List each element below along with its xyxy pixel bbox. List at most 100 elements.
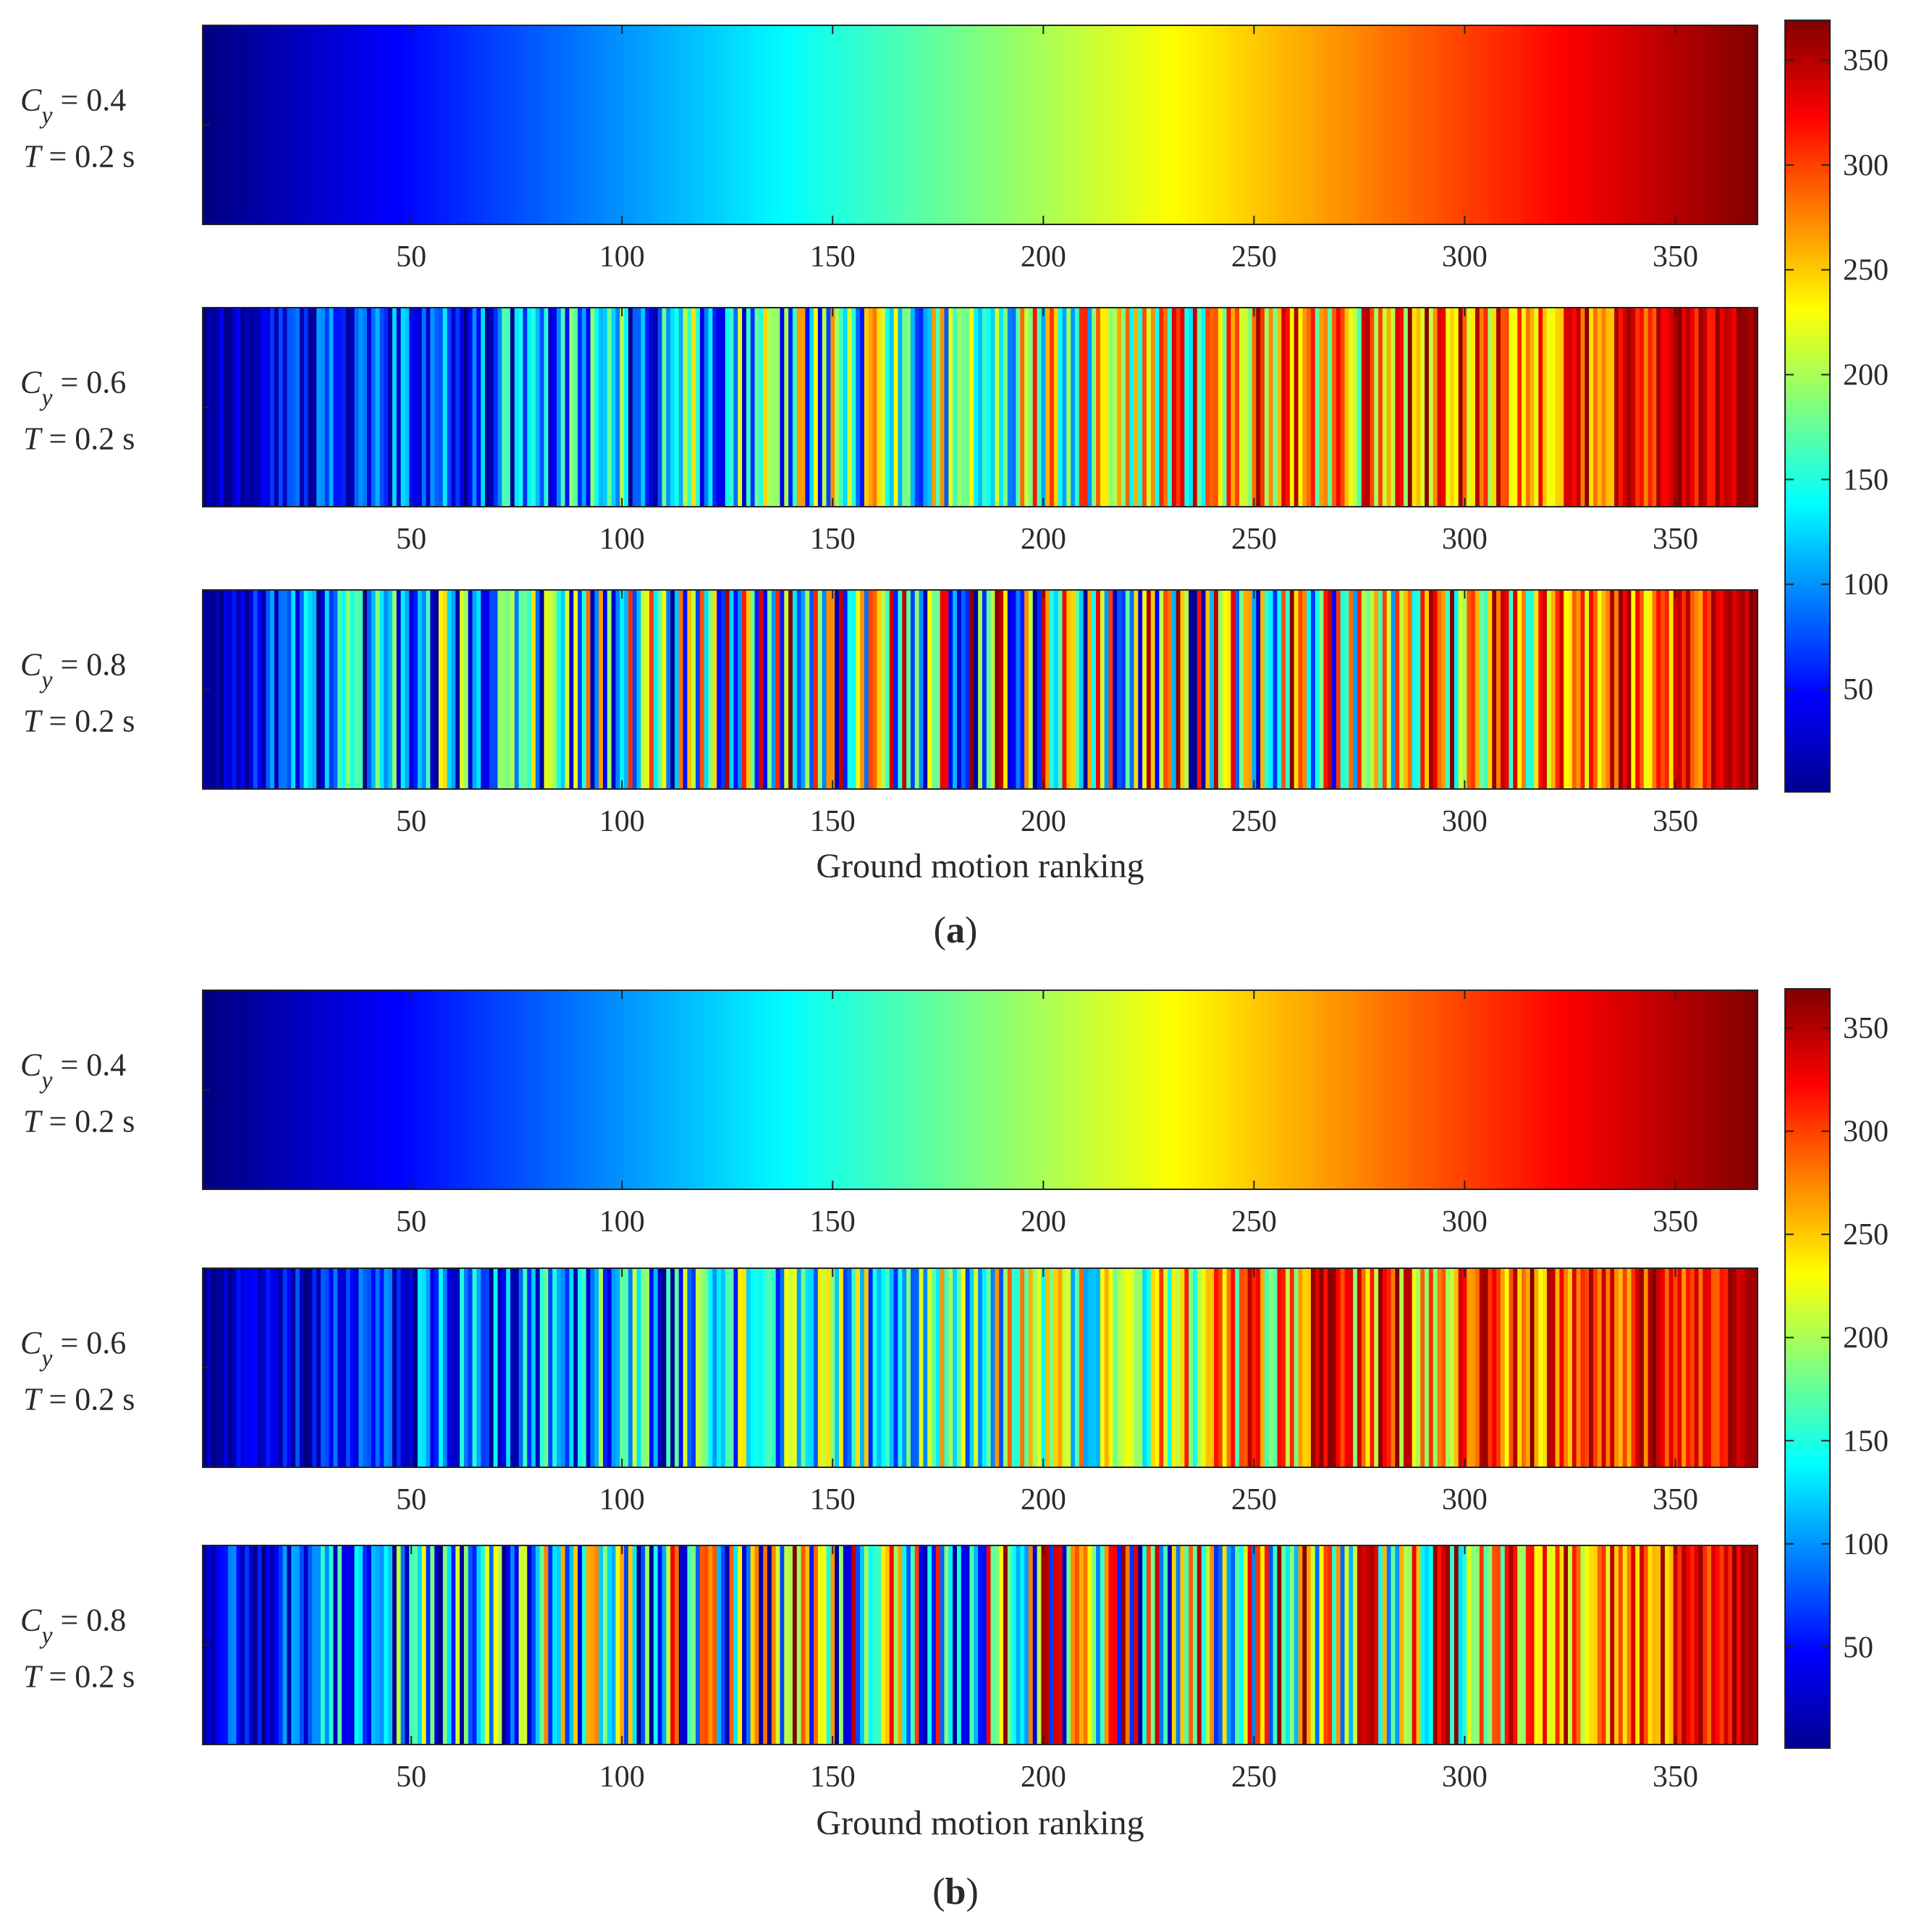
heatmap-cell bbox=[1113, 1268, 1118, 1467]
heatmap-cell bbox=[1062, 1268, 1067, 1467]
heatmap-cell bbox=[502, 25, 507, 224]
heatmap-cell bbox=[1500, 590, 1506, 789]
heatmap-cell bbox=[1231, 1268, 1236, 1467]
heatmap-cell bbox=[1719, 1268, 1725, 1467]
heatmap-cell bbox=[1643, 990, 1649, 1189]
heatmap-cell bbox=[1715, 308, 1721, 507]
heatmap-cell bbox=[995, 590, 1000, 789]
heatmap-cell bbox=[1307, 25, 1312, 224]
heatmap-cell bbox=[363, 25, 368, 224]
heatmap-cell bbox=[872, 590, 877, 789]
heatmap-cell bbox=[856, 1268, 861, 1467]
heatmap-cell bbox=[1096, 1545, 1101, 1745]
heatmap-cell bbox=[392, 590, 397, 789]
heatmap-cell bbox=[278, 990, 284, 1189]
heatmap-cell bbox=[1386, 590, 1392, 789]
heatmap-cell bbox=[1357, 1545, 1362, 1745]
heatmap-cell bbox=[240, 1545, 245, 1745]
heatmap-cell bbox=[1323, 25, 1328, 224]
heatmap-cell bbox=[1564, 590, 1569, 789]
heatmap-cell bbox=[814, 990, 819, 1189]
heatmap-cell bbox=[1483, 1268, 1489, 1467]
heatmap-cell bbox=[902, 25, 907, 224]
heatmap-cell bbox=[1522, 25, 1527, 224]
heatmap-cell bbox=[1534, 1545, 1539, 1745]
heatmap-cell bbox=[460, 25, 465, 224]
heatmap-cell bbox=[796, 25, 802, 224]
heatmap-cell bbox=[712, 990, 717, 1189]
heatmap-cell bbox=[1694, 308, 1700, 507]
x-tick-label: 250 bbox=[1231, 240, 1277, 274]
heatmap-cell bbox=[1323, 1545, 1328, 1745]
heatmap-cell bbox=[1745, 1268, 1750, 1467]
heatmap-cell bbox=[345, 25, 351, 224]
heatmap-cell bbox=[552, 25, 557, 224]
heatmap-cell bbox=[1740, 308, 1746, 507]
heatmap-cell bbox=[350, 590, 355, 789]
heatmap-cell bbox=[982, 990, 987, 1189]
heatmap-cell bbox=[1664, 990, 1670, 1189]
heatmap-cell bbox=[481, 308, 486, 507]
heatmap-cell bbox=[725, 990, 730, 1189]
heatmap-cell bbox=[1231, 308, 1236, 507]
heatmap-cell bbox=[1698, 1545, 1703, 1745]
heatmap-cell bbox=[948, 25, 953, 224]
heatmap-cell bbox=[367, 25, 372, 224]
heatmap-cell bbox=[691, 590, 696, 789]
heatmap-cell bbox=[1108, 590, 1113, 789]
heatmap-cell bbox=[826, 590, 831, 789]
heatmap-cell bbox=[1710, 25, 1716, 224]
heatmap-cell bbox=[721, 590, 726, 789]
heatmap-cell bbox=[763, 1268, 768, 1467]
heatmap-cell bbox=[413, 1268, 418, 1467]
heatmap-cell bbox=[885, 1545, 890, 1745]
heatmap-cell bbox=[636, 590, 641, 789]
heatmap-cell bbox=[1740, 990, 1746, 1189]
heatmap-cell bbox=[1736, 25, 1742, 224]
heatmap-cell bbox=[1016, 308, 1021, 507]
heatmap-cell bbox=[594, 1268, 599, 1467]
heatmap-cell bbox=[1365, 1268, 1371, 1467]
heatmap-cell bbox=[1416, 1545, 1421, 1745]
heatmap-cell bbox=[868, 25, 874, 224]
heatmap-cell bbox=[430, 1545, 435, 1745]
heatmap-cell bbox=[1003, 1268, 1008, 1467]
heatmap-cell bbox=[1210, 590, 1215, 789]
heatmap-cell bbox=[1050, 25, 1055, 224]
heatmap-cell bbox=[1121, 1268, 1126, 1467]
heatmap-cell bbox=[1307, 990, 1312, 1189]
heatmap-cell bbox=[556, 308, 562, 507]
heatmap-cell bbox=[1256, 590, 1261, 789]
heatmap-cell bbox=[990, 25, 995, 224]
heatmap-cell bbox=[291, 1545, 296, 1745]
heatmap-cell bbox=[1719, 25, 1725, 224]
heatmap-cell bbox=[1071, 308, 1076, 507]
heatmap-cell bbox=[1677, 25, 1682, 224]
heatmap-cell bbox=[535, 1268, 541, 1467]
heatmap-cell bbox=[409, 1545, 414, 1745]
heatmap-cell bbox=[657, 25, 663, 224]
heatmap-cell bbox=[514, 1545, 520, 1745]
heatmap-cell bbox=[1100, 25, 1105, 224]
heatmap-cell bbox=[1155, 308, 1160, 507]
heatmap-cell bbox=[1214, 1268, 1219, 1467]
heatmap-cell bbox=[363, 590, 368, 789]
heatmap-cell bbox=[405, 308, 410, 507]
heatmap-cell bbox=[1361, 1268, 1367, 1467]
heatmap-cell bbox=[552, 990, 557, 1189]
heatmap-cell bbox=[851, 308, 856, 507]
heatmap-cell bbox=[363, 1545, 368, 1745]
heatmap-cell bbox=[1370, 1268, 1375, 1467]
heatmap-cell bbox=[1142, 308, 1147, 507]
heatmap-cell bbox=[620, 990, 625, 1189]
heatmap-cell bbox=[1707, 990, 1712, 1189]
heatmap-cell bbox=[1656, 590, 1661, 789]
heatmap-cell bbox=[578, 25, 583, 224]
heatmap-cell bbox=[1572, 990, 1577, 1189]
heatmap-cell bbox=[219, 1545, 224, 1745]
heatmap-cell bbox=[489, 1268, 494, 1467]
heatmap-cell bbox=[1189, 990, 1194, 1189]
heatmap-cell bbox=[1517, 25, 1522, 224]
heatmap-cell bbox=[1420, 25, 1425, 224]
